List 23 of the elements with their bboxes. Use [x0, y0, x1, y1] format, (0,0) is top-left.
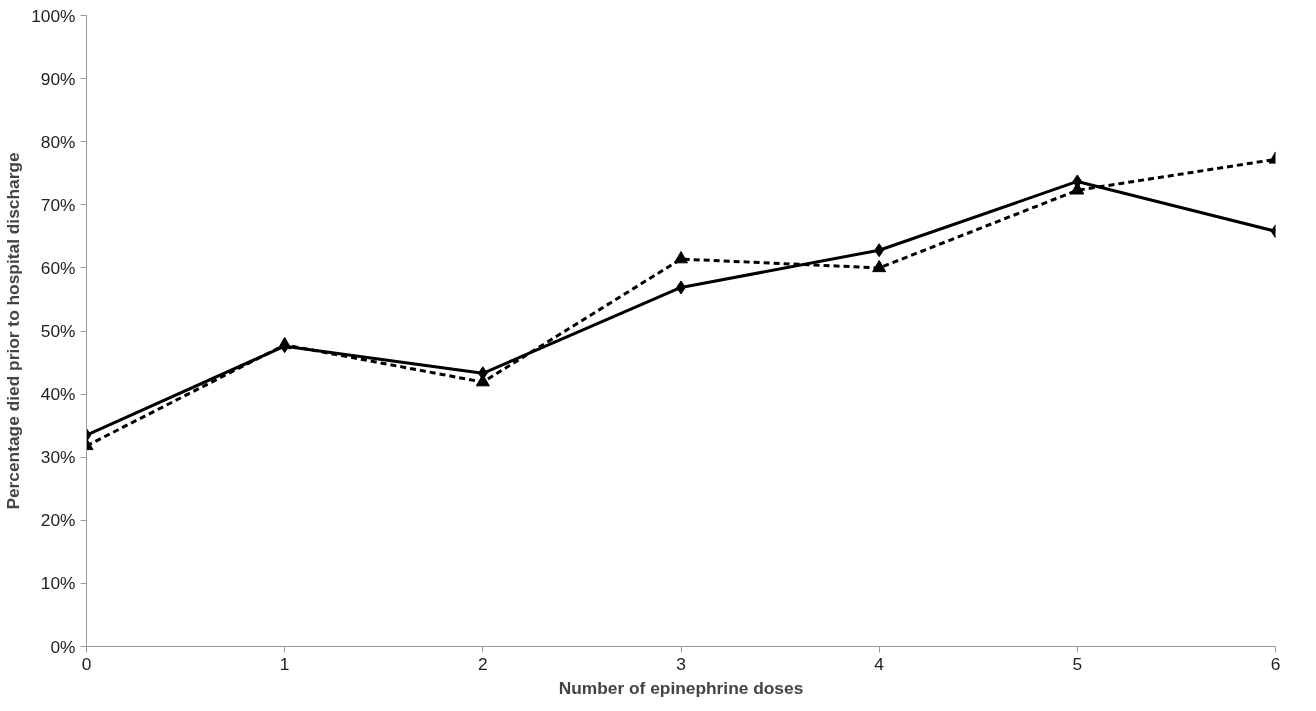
x-axis-title: Number of epinephrine doses: [558, 677, 804, 698]
y-tick-label: 10%: [40, 573, 76, 594]
x-tick-label: 5: [1072, 653, 1083, 674]
x-tick-label: 0: [81, 653, 92, 674]
y-tick-label: 20%: [40, 510, 76, 531]
x-tick-label: 4: [874, 653, 885, 674]
x-tick-label: 1: [279, 653, 290, 674]
x-tick-label: 3: [676, 653, 686, 674]
x-tick-label: 2: [478, 653, 488, 674]
y-tick-label: 40%: [40, 384, 76, 405]
y-tick-label: 80%: [40, 131, 76, 152]
y-tick-label: 90%: [40, 68, 76, 89]
point: [277, 336, 292, 350]
point: [872, 259, 887, 273]
x-tick-label: 6: [1270, 653, 1281, 674]
y-tick-label: 30%: [40, 447, 76, 468]
y-tick-label: 70%: [40, 194, 76, 215]
y-tick-label: 50%: [40, 321, 76, 341]
y-tick-label: 100%: [31, 5, 76, 26]
y-tick-label: 0%: [50, 636, 76, 657]
y-tick-label: 60%: [40, 257, 76, 278]
y-axis-title: Percentage died prior to hospital discharge: [3, 152, 24, 510]
point: [674, 251, 688, 264]
